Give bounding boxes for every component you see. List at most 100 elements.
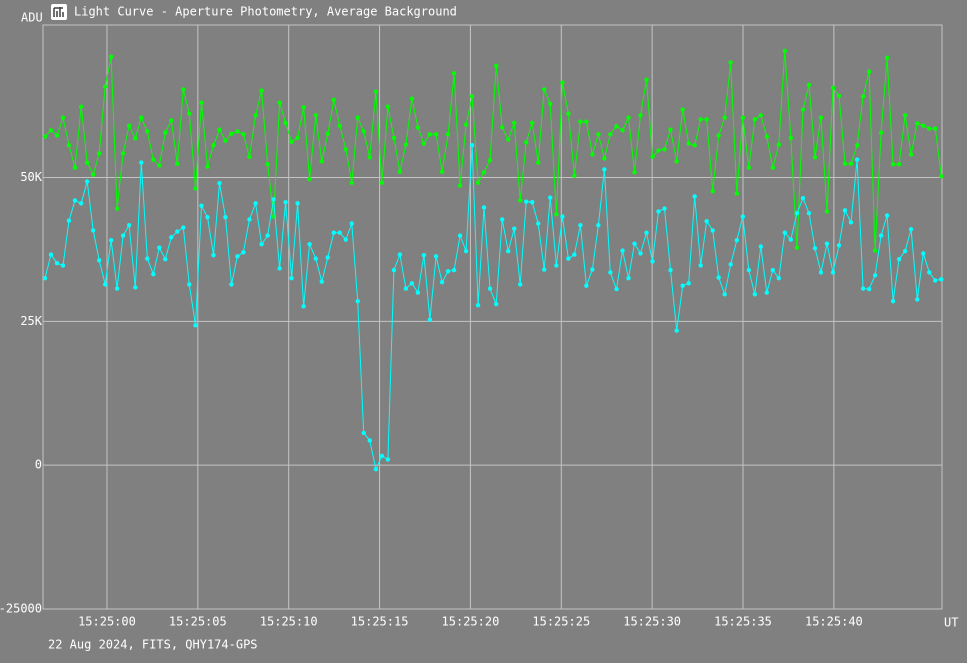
data-point [752, 117, 758, 122]
data-point [60, 115, 66, 120]
data-point [584, 283, 589, 288]
data-point [602, 156, 607, 161]
data-point [830, 270, 836, 275]
data-point [896, 162, 902, 167]
data-point [776, 275, 782, 281]
data-point [84, 179, 90, 184]
data-point [860, 286, 866, 291]
data-point [590, 152, 595, 157]
data-point [915, 121, 920, 126]
data-point [734, 191, 740, 196]
data-point [662, 147, 667, 152]
data-point [475, 180, 481, 185]
data-point [554, 212, 559, 217]
x-tick-label: 15:25:00 [78, 615, 136, 629]
data-point [445, 132, 451, 137]
data-point [151, 157, 156, 162]
data-point [361, 430, 366, 436]
data-point [78, 104, 84, 109]
data-point [800, 107, 806, 112]
data-point [530, 120, 535, 126]
data-point [355, 298, 360, 304]
data-point [632, 241, 637, 246]
data-point [927, 126, 932, 131]
data-point [921, 123, 926, 128]
data-point [78, 201, 84, 206]
data-point [794, 245, 800, 250]
data-point [782, 230, 788, 235]
data-point [205, 164, 210, 169]
data-point [933, 126, 938, 131]
data-point [878, 233, 884, 238]
data-point [518, 282, 523, 287]
data-point [391, 267, 397, 273]
data-point [301, 304, 306, 309]
data-point [896, 256, 902, 262]
series-line [44, 50, 942, 251]
data-point [764, 290, 770, 295]
data-point [295, 201, 300, 206]
data-point [608, 270, 613, 275]
data-point [698, 117, 703, 122]
data-point [409, 281, 415, 286]
data-point [397, 252, 403, 257]
data-point [939, 174, 944, 179]
data-point [421, 252, 427, 258]
data-point [854, 143, 860, 148]
data-point [415, 125, 421, 130]
data-point [626, 275, 631, 281]
data-point [752, 292, 758, 297]
data-point [463, 248, 469, 254]
data-point [812, 155, 818, 160]
data-point [939, 277, 944, 282]
data-point [830, 85, 836, 90]
data-point [848, 161, 854, 166]
data-point [283, 200, 288, 205]
data-point [343, 147, 348, 152]
data-point [572, 252, 577, 257]
data-point [48, 128, 54, 133]
data-point [854, 157, 860, 162]
data-point [536, 160, 541, 165]
data-point [710, 189, 715, 194]
data-point [331, 230, 336, 235]
data-point [740, 115, 746, 120]
data-point [247, 217, 252, 222]
data-point [812, 246, 818, 251]
data-point [915, 297, 920, 302]
data-point [223, 138, 228, 143]
data-point [536, 221, 541, 226]
data-point [463, 122, 469, 127]
data-point [608, 132, 613, 137]
data-point [782, 48, 788, 54]
data-point [295, 135, 300, 140]
data-point [890, 162, 896, 167]
data-point [656, 209, 661, 214]
data-point [728, 60, 733, 65]
data-point [120, 233, 126, 238]
data-point [205, 214, 210, 220]
data-point [169, 118, 174, 123]
data-point [120, 151, 126, 156]
data-point [650, 259, 655, 264]
data-point [349, 221, 354, 226]
data-point [283, 120, 288, 126]
data-point [524, 199, 529, 204]
data-point [872, 273, 878, 278]
data-point [145, 256, 150, 261]
x-tick-label: 15:25:30 [623, 615, 681, 629]
data-point [157, 163, 162, 168]
data-point [415, 290, 421, 295]
data-point [66, 143, 72, 148]
data-point [211, 143, 216, 148]
data-point [506, 137, 511, 142]
data-point [596, 132, 601, 137]
x-tick-label: 15:25:20 [442, 615, 500, 629]
data-point [319, 279, 324, 284]
data-point [367, 438, 372, 443]
data-point [301, 105, 306, 110]
data-point [884, 213, 890, 218]
data-point [602, 167, 607, 172]
